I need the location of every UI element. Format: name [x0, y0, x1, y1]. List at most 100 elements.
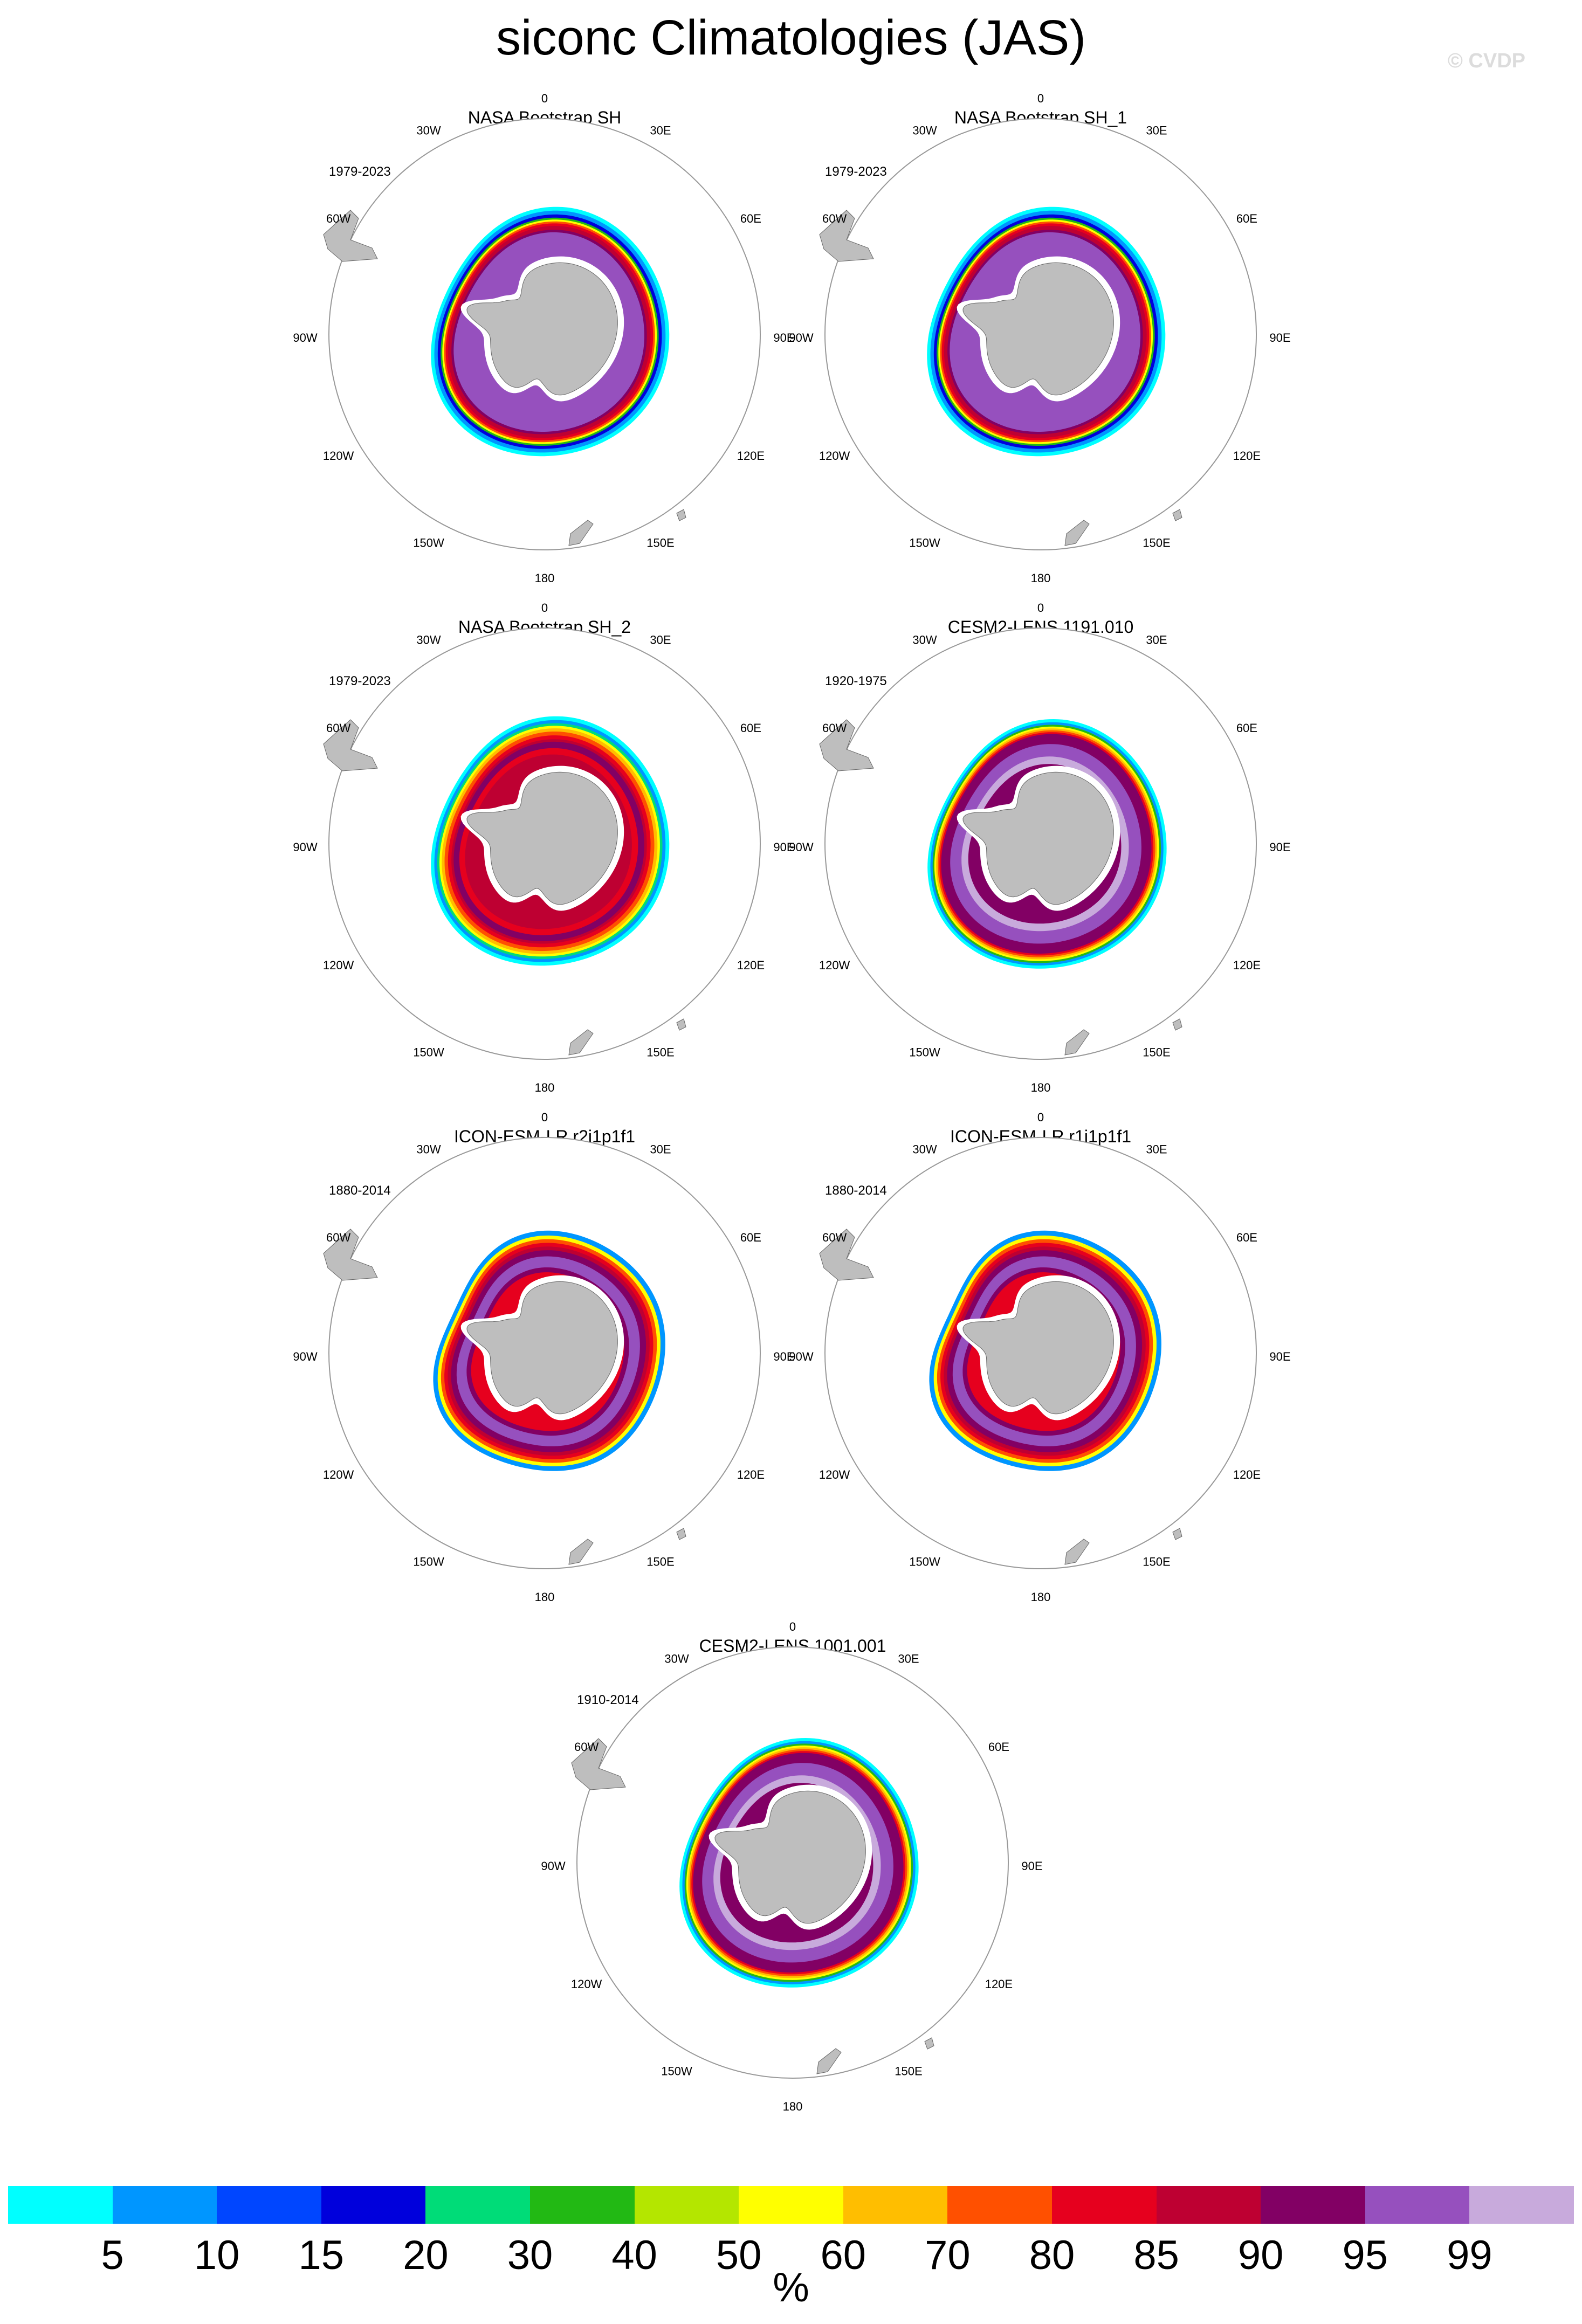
- longitude-label: 60E: [740, 212, 761, 225]
- longitude-label: 120W: [323, 449, 354, 463]
- map-panel-7: CESM2-LENS 1001.001 1910-2014 0 30E 60E 90E…: [496, 1620, 1089, 2148]
- longitude-label: 150W: [909, 1045, 940, 1059]
- map-panel-2: NASA Bootstrap SH_1 1979-2023 0 30E 60E 90E…: [744, 92, 1337, 620]
- polar-map: 0 30E 60E 90E 120E 150E 180 150W 120W 90W 60W 30W: [789, 601, 1290, 1094]
- colorbar-unit: %: [773, 2265, 809, 2311]
- longitude-label: 120W: [571, 1977, 602, 1991]
- longitude-label: 150E: [646, 1045, 674, 1059]
- colorbar-tick-label: 60: [820, 2232, 866, 2278]
- longitude-label: 30E: [1146, 633, 1167, 647]
- panel-period: 1979-2023: [825, 164, 887, 179]
- new-zealand-landmass: [1064, 1539, 1090, 1565]
- colorbar-tick-label: 10: [194, 2232, 240, 2278]
- new-zealand-landmass: [1064, 520, 1090, 546]
- longitude-label: 30E: [650, 633, 671, 647]
- colorbar-tick-label: 15: [298, 2232, 345, 2278]
- antarctica-landmass: [466, 1281, 618, 1415]
- new-zealand-landmass: [568, 1539, 594, 1565]
- longitude-label: 60W: [326, 1231, 350, 1244]
- longitude-label: 60W: [574, 1740, 599, 1754]
- longitude-label: 90E: [1021, 1859, 1042, 1873]
- colorbar-tick-label: 5: [101, 2232, 124, 2278]
- longitude-label: 120E: [737, 958, 765, 972]
- longitude-label: 150E: [646, 1555, 674, 1568]
- map-panel-5: ICON-ESM-LR r2i1p1f1 1880-2014 0 30E 60E 90…: [248, 1111, 841, 1639]
- longitude-label: 180: [1031, 1590, 1051, 1604]
- longitude-label: 60E: [988, 1740, 1009, 1754]
- tasmania-landmass: [1172, 1528, 1182, 1540]
- antarctica-landmass: [466, 262, 618, 396]
- polar-map: 0 30E 60E 90E 120E 150E 180 150W 120W 90W 60W 30W: [293, 92, 794, 585]
- colorbar-tick-label: 99: [1447, 2232, 1492, 2278]
- longitude-label: 180: [535, 571, 555, 585]
- polar-map: 0 30E 60E 90E 120E 150E 180 150W 120W 90W 60W 30W: [541, 1620, 1042, 2113]
- longitude-label: 120E: [1233, 1468, 1261, 1481]
- tasmania-landmass: [676, 509, 686, 521]
- longitude-label: 120W: [819, 958, 850, 972]
- watermark: © CVDP: [1447, 50, 1525, 72]
- longitude-label: 30E: [1146, 124, 1167, 137]
- longitude-label: 120E: [985, 1977, 1013, 1991]
- polar-map: 0 30E 60E 90E 120E 150E 180 150W 120W 90W 60W 30W: [789, 1111, 1290, 1604]
- south-america-landmass: [819, 210, 874, 262]
- longitude-label: 180: [783, 2100, 803, 2113]
- longitude-label: 0: [541, 601, 548, 615]
- longitude-label: 120E: [737, 449, 765, 463]
- longitude-label: 180: [1031, 571, 1051, 585]
- longitude-label: 30W: [664, 1652, 689, 1666]
- south-america-landmass: [323, 1229, 378, 1281]
- colorbar-tick-label: 95: [1342, 2232, 1388, 2278]
- longitude-label: 90W: [789, 331, 813, 344]
- longitude-label: 150E: [646, 536, 674, 549]
- figure-title: siconc Climatologies (JAS): [496, 10, 1086, 65]
- longitude-label: 150E: [1143, 1045, 1170, 1059]
- longitude-label: 30E: [650, 124, 671, 137]
- longitude-label: 30W: [416, 124, 441, 137]
- longitude-label: 120E: [1233, 958, 1261, 972]
- longitude-label: 90W: [293, 840, 317, 854]
- longitude-label: 60W: [326, 212, 350, 225]
- longitude-label: 30W: [912, 633, 937, 647]
- colorbar-box: [947, 2186, 1052, 2224]
- longitude-label: 180: [535, 1081, 555, 1094]
- longitude-label: 30E: [1146, 1143, 1167, 1156]
- colorbar-box: [1051, 2186, 1157, 2224]
- colorbar-box: [1156, 2186, 1261, 2224]
- longitude-label: 30E: [898, 1652, 919, 1666]
- longitude-label: 90E: [773, 1350, 794, 1363]
- panel-period: 1880-2014: [329, 1183, 391, 1198]
- longitude-label: 120W: [819, 1468, 850, 1481]
- south-america-landmass: [819, 719, 874, 771]
- antarctica-landmass: [466, 771, 618, 905]
- colorbar-box: [217, 2186, 321, 2224]
- longitude-label: 180: [1031, 1081, 1051, 1094]
- colorbar-tick-label: 50: [716, 2232, 762, 2278]
- tasmania-landmass: [676, 1018, 686, 1031]
- colorbar-tick-label: 80: [1029, 2232, 1075, 2278]
- longitude-label: 0: [1037, 1111, 1044, 1124]
- longitude-label: 60E: [1236, 1231, 1257, 1244]
- new-zealand-landmass: [816, 2048, 842, 2074]
- map-panel-4: CESM2-LENS 1191.010 1920-1975 0 30E 60E 90E…: [744, 601, 1337, 1129]
- colorbar-box: [1365, 2186, 1470, 2224]
- longitude-label: 150W: [909, 536, 940, 549]
- new-zealand-landmass: [1064, 1029, 1090, 1056]
- map-panel-1: NASA Bootstrap SH 1979-2023 0 30E 60E 90E 12…: [248, 92, 841, 620]
- longitude-label: 90E: [773, 331, 794, 344]
- map-panel-3: NASA Bootstrap SH_2 1979-2023 0 30E 60E 90E…: [248, 601, 841, 1129]
- longitude-label: 150W: [661, 2064, 692, 2078]
- longitude-label: 90E: [1269, 1350, 1290, 1363]
- south-america-landmass: [323, 210, 378, 262]
- tasmania-landmass: [924, 2037, 934, 2050]
- colorbar-box: [1469, 2186, 1574, 2224]
- longitude-label: 150W: [909, 1555, 940, 1568]
- south-america-landmass: [819, 1229, 874, 1281]
- longitude-label: 30E: [650, 1143, 671, 1156]
- tasmania-landmass: [1172, 509, 1182, 521]
- longitude-label: 0: [1037, 601, 1044, 615]
- longitude-label: 60W: [326, 721, 350, 735]
- longitude-label: 90W: [789, 1350, 813, 1363]
- colorbar-tick-label: 90: [1237, 2232, 1284, 2278]
- colorbar-box: [1261, 2186, 1365, 2224]
- colorbar-box: [112, 2186, 217, 2224]
